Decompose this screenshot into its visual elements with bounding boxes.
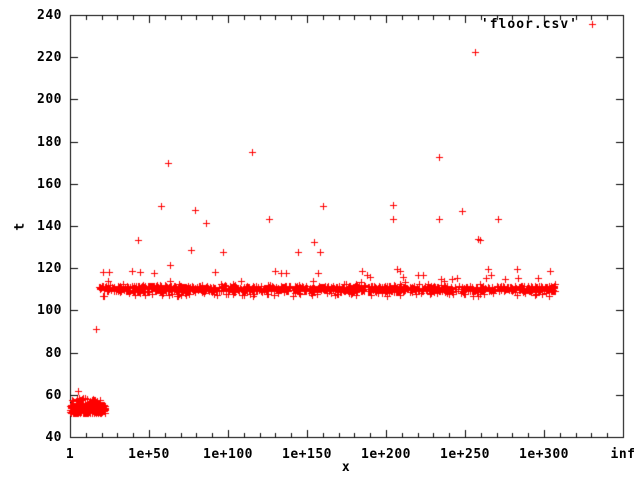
y-tick-label: 160	[37, 177, 62, 192]
x-tick-label: 1e+250	[440, 447, 490, 462]
x-axis-title: x	[341, 460, 351, 475]
x-tick-label: 1e+200	[361, 447, 411, 462]
x-tick-label: inf	[610, 447, 636, 462]
y-tick-label: 40	[45, 430, 62, 445]
legend-label: 'floor.csv'	[480, 17, 578, 32]
y-tick-label: 120	[37, 261, 62, 276]
y-tick-label: 180	[37, 135, 62, 150]
x-tick-label: 1e+300	[519, 447, 569, 462]
y-tick-label: 200	[37, 92, 62, 107]
y-tick-label: 80	[45, 346, 62, 361]
y-tick-label: 220	[37, 50, 62, 65]
x-tick-label: 1e+150	[282, 447, 332, 462]
y-tick-label: 240	[37, 8, 62, 23]
x-tick-label: 1e+100	[203, 447, 253, 462]
y-tick-label: 100	[37, 303, 62, 318]
y-tick-label: 140	[37, 219, 62, 234]
y-tick-label: 60	[45, 388, 62, 403]
x-tick-label: 1e+50	[128, 447, 170, 462]
x-tick-label: 1	[65, 447, 75, 462]
